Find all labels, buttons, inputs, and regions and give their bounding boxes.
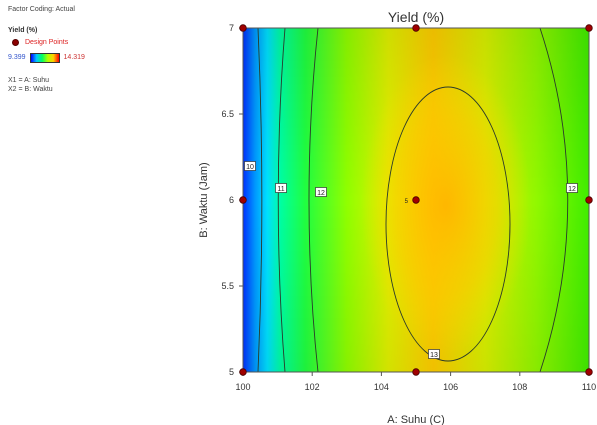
- contour-line-12-left: [308, 28, 319, 372]
- contour-label-box: [315, 187, 327, 197]
- contour-line-12-right: [539, 28, 569, 372]
- factor-coding-label: Factor Coding: Actual: [8, 6, 75, 13]
- contour-label-12: 12: [568, 186, 576, 193]
- contour-line-11: [277, 28, 286, 372]
- y-tick-label: 6.5: [221, 109, 234, 119]
- y-tick-label: 6: [229, 195, 234, 205]
- x1-definition: X1 = A: Suhu: [8, 77, 50, 85]
- y-axis-label: B: Waktu (Jam): [198, 162, 210, 237]
- variable-definitions: X1 = A: Suhu X2 = B: Waktu: [8, 77, 85, 95]
- response-surface-core: [361, 55, 531, 355]
- y-tick-label: 5.5: [221, 281, 234, 291]
- x-axis-label: A: Suhu (C): [387, 414, 444, 425]
- x-tick-label: 104: [374, 382, 389, 392]
- x-tick-label: 110: [582, 382, 596, 392]
- color-scale-bar: [29, 53, 60, 64]
- scale-min-value: 9.399: [8, 53, 26, 61]
- chart-title: Yield (%): [388, 9, 444, 25]
- x2-definition: X2 = B: Waktu: [8, 86, 53, 93]
- design-points-label: Design Points: [25, 38, 69, 46]
- y-tick-label: 5: [229, 367, 234, 377]
- contour-line-10: [257, 28, 263, 372]
- x-tick-label: 106: [443, 382, 458, 392]
- scale-max-value: 14.319: [63, 53, 85, 61]
- contour-label-box: [275, 183, 287, 193]
- contour-label-12: 12: [317, 190, 325, 197]
- contour-label-box: [244, 161, 256, 171]
- design-point: [412, 196, 420, 204]
- contour-label-13: 13: [430, 352, 438, 359]
- design-point: [239, 196, 247, 204]
- x-tick-label: 100: [235, 382, 250, 392]
- center-point-count-label: 5: [405, 199, 409, 205]
- info-panel: Factor Coding: Actual Yield (%) Design P…: [8, 6, 85, 95]
- x-tick-label: 108: [512, 382, 527, 392]
- response-label: Yield (%): [8, 26, 38, 34]
- design-point: [585, 24, 593, 32]
- design-point: [239, 24, 247, 32]
- design-point: [585, 196, 593, 204]
- design-point: [412, 24, 420, 32]
- contour-label-11: 11: [277, 186, 284, 193]
- contour-label-box: [566, 183, 578, 193]
- contour-label-10: 10: [246, 164, 254, 171]
- color-scale: 9.399 14.319: [8, 53, 85, 64]
- contour-line-13: [385, 86, 511, 362]
- design-point: [412, 368, 420, 376]
- y-tick-label: 7: [229, 23, 234, 33]
- design-points-legend: Design Points: [8, 39, 85, 48]
- design-point: [239, 368, 247, 376]
- design-point-marker-icon: [12, 39, 19, 47]
- x-tick-label: 102: [305, 382, 320, 392]
- design-point: [585, 368, 593, 376]
- contour-label-box: [428, 349, 440, 359]
